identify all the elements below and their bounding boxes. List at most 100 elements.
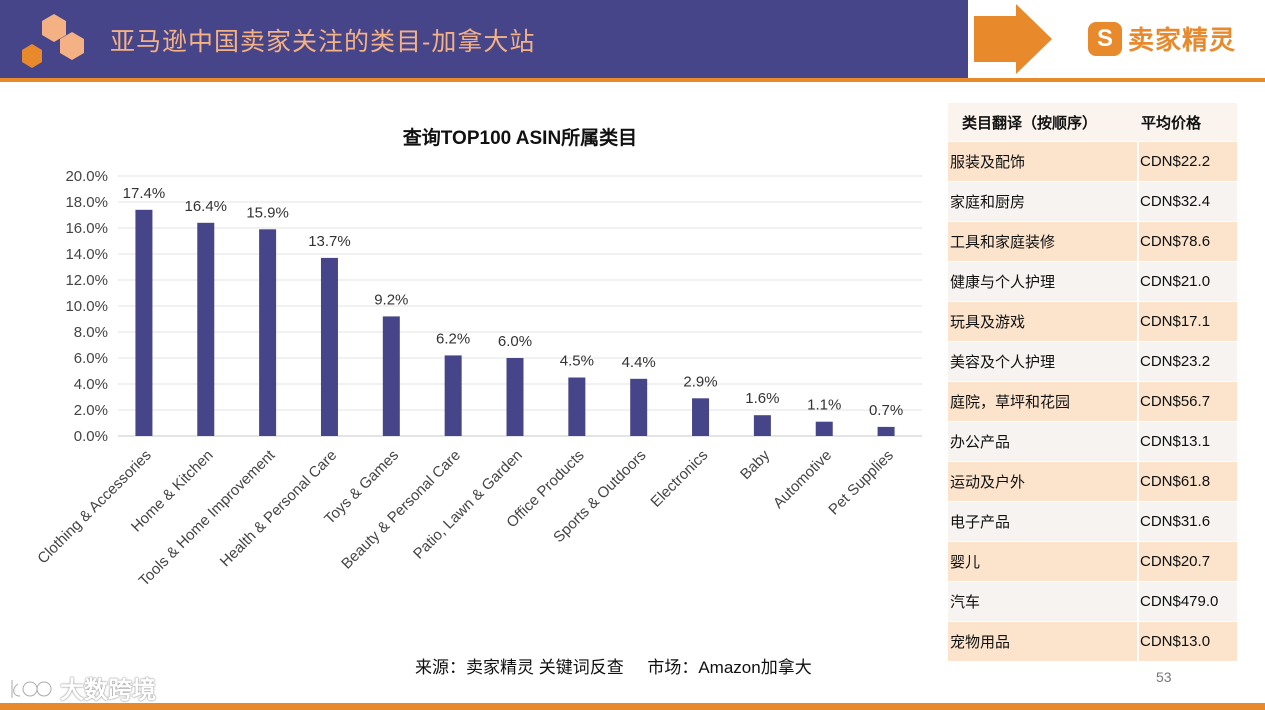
data-label: 6.0% (498, 333, 532, 350)
brand-name: 卖家精灵 (1128, 25, 1237, 55)
bar (197, 222, 215, 436)
category-cell: 家庭和厨房 (948, 181, 1139, 222)
price-cell: CDN$13.0 (1138, 621, 1237, 661)
table-row: 工具和家庭装修 CDN$78.6 (948, 221, 1237, 262)
table-row: 汽车 CDN$479.0 (948, 581, 1237, 622)
data-label: 2.9% (683, 373, 717, 390)
page-number: 53 (1156, 669, 1172, 685)
x-tick-label: Patio, Lawn & Garden (410, 447, 526, 563)
arrow-right-icon (968, 0, 1058, 78)
table-row: 健康与个人护理 CDN$21.0 (948, 261, 1237, 302)
data-label: 6.2% (436, 330, 470, 347)
table-row: 庭院，草坪和花园 CDN$56.7 (948, 381, 1237, 422)
price-cell: CDN$21.0 (1138, 261, 1237, 302)
bar (815, 421, 833, 436)
price-cell: CDN$479.0 (1138, 581, 1237, 622)
hexagon-cluster-icon (22, 14, 84, 68)
header: 亚马逊中国卖家关注的类目-加拿大站 S 卖家精灵 (0, 0, 1265, 84)
bar (630, 378, 648, 436)
data-label: 1.6% (745, 390, 779, 407)
y-tick-label: 20.0% (65, 168, 108, 185)
column-header-price: 平均价格 (1138, 103, 1237, 142)
y-tick-label: 8.0% (74, 324, 108, 341)
bar (444, 355, 462, 436)
y-tick-label: 4.0% (74, 376, 108, 393)
watermark: 大数跨境 (8, 670, 156, 705)
x-tick-label: Automotive (770, 447, 835, 512)
bar (753, 415, 771, 436)
y-tick-label: 12.0% (65, 272, 108, 289)
table-row: 婴儿 CDN$20.7 (948, 541, 1237, 582)
category-cell: 工具和家庭装修 (948, 221, 1139, 262)
category-cell: 办公产品 (948, 421, 1139, 462)
price-cell: CDN$56.7 (1138, 381, 1237, 422)
y-tick-label: 10.0% (65, 298, 108, 315)
category-cell: 婴儿 (948, 541, 1139, 582)
table-row: 美容及个人护理 CDN$23.2 (948, 341, 1237, 382)
y-tick-label: 18.0% (65, 194, 108, 211)
price-cell: CDN$31.6 (1138, 501, 1237, 542)
price-cell: CDN$78.6 (1138, 221, 1237, 262)
price-cell: CDN$20.7 (1138, 541, 1237, 582)
data-label: 9.2% (374, 291, 408, 308)
table-row: 玩具及游戏 CDN$17.1 (948, 301, 1237, 342)
header-divider (0, 78, 1265, 82)
price-cell: CDN$32.4 (1138, 181, 1237, 222)
table-row: 服装及配饰 CDN$22.2 (948, 141, 1237, 182)
category-cell: 服装及配饰 (948, 141, 1139, 182)
data-label: 17.4% (123, 185, 166, 202)
bar (568, 377, 586, 436)
bar (506, 358, 524, 436)
table-row: 办公产品 CDN$13.1 (948, 421, 1237, 462)
bar (259, 229, 277, 436)
brand: S 卖家精灵 (1088, 20, 1236, 57)
price-cell: CDN$17.1 (1138, 301, 1237, 342)
header-band (0, 0, 1020, 78)
bar (382, 316, 400, 436)
category-cell: 电子产品 (948, 501, 1139, 542)
x-tick-label: Health & Personal Care (217, 447, 340, 570)
data-label: 1.1% (807, 397, 841, 414)
y-tick-label: 6.0% (74, 350, 108, 367)
category-cell: 运动及户外 (948, 461, 1139, 502)
bar (692, 398, 710, 436)
x-tick-label: Electronics (647, 447, 711, 511)
table-row: 宠物用品 CDN$13.0 (948, 621, 1237, 661)
brand-logo-icon: S (1088, 21, 1122, 56)
price-cell: CDN$23.2 (1138, 341, 1237, 382)
category-cell: 美容及个人护理 (948, 341, 1139, 382)
page-title: 亚马逊中国卖家关注的类目-加拿大站 (110, 28, 536, 56)
y-tick-label: 14.0% (65, 246, 108, 263)
category-cell: 宠物用品 (948, 621, 1139, 661)
price-cell: CDN$13.1 (1138, 421, 1237, 462)
column-header-category: 类目翻译（按顺序） (948, 103, 1138, 142)
data-label: 4.4% (622, 354, 656, 371)
data-label: 15.9% (246, 204, 289, 221)
source-note: 来源：卖家精灵 关键词反查 市场：Amazon加拿大 (415, 658, 812, 677)
data-label: 0.7% (869, 402, 903, 419)
table-header-row: 类目翻译（按顺序） 平均价格 (948, 103, 1237, 142)
data-label: 4.5% (560, 353, 594, 370)
y-tick-label: 16.0% (65, 220, 108, 237)
category-cell: 庭院，草坪和花园 (948, 381, 1139, 422)
y-tick-label: 0.0% (74, 428, 108, 445)
table-row: 电子产品 CDN$31.6 (948, 501, 1237, 542)
x-tick-label: Beauty & Personal Care (338, 447, 464, 573)
table-row: 运动及户外 CDN$61.8 (948, 461, 1237, 502)
data-label: 16.4% (184, 198, 227, 215)
y-tick-label: 2.0% (74, 402, 108, 419)
category-cell: 汽车 (948, 581, 1139, 622)
x-tick-label: Clothing & Accessories (34, 447, 154, 567)
price-cell: CDN$22.2 (1138, 141, 1237, 182)
watermark-text: 大数跨境 (60, 677, 156, 704)
bar (320, 257, 338, 436)
data-label: 13.7% (308, 233, 351, 250)
watermark-logo-icon (10, 679, 54, 698)
category-cell: 玩具及游戏 (948, 301, 1139, 342)
table-row: 家庭和厨房 CDN$32.4 (948, 181, 1237, 222)
bar-chart: 0.0% 2.0% 4.0% 6.0% 8.0% 10.0% 12.0% 14.0% 16.0%… (34, 168, 922, 590)
price-table: 类目翻译（按顺序） 平均价格 服装及配饰 CDN$22.2 家庭和厨房 CDN$32.… (948, 103, 1237, 661)
chart-title: 查询TOP100 ASIN所属类目 (402, 128, 638, 149)
footer-divider (0, 703, 1265, 710)
price-cell: CDN$61.8 (1138, 461, 1237, 502)
